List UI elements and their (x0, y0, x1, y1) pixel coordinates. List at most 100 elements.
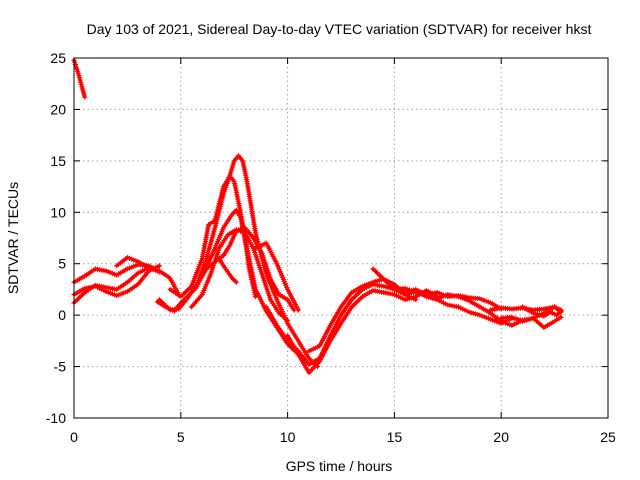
data-point-markers (338, 291, 353, 310)
data-point-markers (203, 227, 217, 262)
data-point (558, 314, 564, 320)
data-point-markers (455, 304, 470, 314)
data-point-markers (220, 263, 229, 273)
data-point (82, 94, 88, 100)
data-point (285, 317, 291, 323)
data-point (233, 279, 239, 285)
data-point-markers (82, 267, 97, 279)
data-point-markers (285, 286, 300, 311)
data-point-markers (259, 271, 273, 301)
data-point-markers (317, 340, 332, 364)
data-point-markers (92, 283, 107, 294)
data-point (558, 308, 564, 314)
data-point-markers (135, 270, 150, 287)
data-point-markers (552, 316, 562, 324)
data-point-markers (146, 265, 160, 274)
data-point-markers (423, 292, 438, 301)
data-point-markers (327, 306, 343, 328)
data-point-markers (188, 293, 204, 310)
data-point (156, 269, 163, 275)
data-point-markers (338, 306, 354, 326)
data-point-markers (541, 310, 551, 319)
data-point-markers (216, 234, 230, 251)
axis-ticks (73, 57, 609, 419)
data-point-markers (381, 276, 396, 291)
data-point-markers (455, 294, 470, 303)
data-point (252, 294, 259, 300)
series-sat-u (520, 304, 564, 319)
data-point-markers (79, 86, 87, 98)
data-point-markers (259, 250, 273, 280)
data-point-markers (477, 304, 492, 315)
data-point-markers (267, 297, 281, 314)
data-point-markers (306, 360, 321, 376)
data-point-markers (487, 310, 502, 323)
data-point-markers (184, 281, 200, 302)
data-point-markers (274, 322, 289, 342)
data-point-markers (216, 256, 226, 267)
data-point-markers (509, 314, 523, 324)
data-point-markers (263, 271, 279, 301)
data-point-markers (477, 312, 491, 321)
data-point-markers (212, 186, 226, 224)
data-point-markers (547, 309, 558, 317)
series-sat-j (195, 225, 297, 313)
data-point-markers (253, 241, 267, 251)
data-point-markers (242, 230, 255, 249)
series-sat-f (154, 207, 301, 357)
data-point (413, 297, 419, 303)
data-point-markers (75, 70, 85, 90)
series-sat-t (498, 314, 564, 331)
data-point-markers (114, 256, 129, 269)
y-tick-label: 0 (58, 307, 66, 323)
data-point-markers (206, 219, 216, 228)
data-series (71, 57, 564, 376)
data-point-markers (227, 173, 236, 183)
x-tick-label: 10 (280, 429, 296, 445)
x-tick-label: 5 (177, 429, 185, 445)
data-point-markers (306, 356, 321, 368)
y-tick-label: 25 (50, 50, 66, 66)
data-point-markers (263, 240, 279, 265)
data-point-markers (103, 268, 118, 277)
axis-tick-labels: 0 5 10 15 20 25 -10 -5 0 5 10 15 20 25 (46, 50, 616, 445)
data-point-markers (199, 273, 213, 298)
data-point-markers (276, 310, 289, 322)
data-point-markers (391, 283, 406, 295)
y-tick-label: -10 (46, 410, 66, 426)
data-point-markers (317, 324, 332, 349)
data-point-markers (114, 280, 129, 292)
data-point-markers (229, 275, 238, 284)
data-point-markers (338, 298, 354, 318)
data-point-markers (124, 271, 139, 285)
data-point-markers (231, 178, 243, 213)
data-point-markers (370, 266, 385, 281)
y-axis-label: SDTVAR / TECUs (5, 182, 21, 294)
x-tick-label: 20 (493, 429, 509, 445)
data-point-markers (114, 267, 129, 278)
data-point-markers (327, 322, 343, 344)
x-tick-label: 25 (600, 429, 616, 445)
data-point-markers (391, 292, 406, 302)
data-point-markers (267, 276, 281, 296)
data-point-markers (233, 225, 246, 234)
data-point-markers (520, 304, 535, 315)
y-tick-label: 5 (58, 256, 66, 272)
data-point-markers (229, 209, 238, 217)
data-point-markers (124, 282, 139, 295)
data-point-markers (188, 258, 204, 289)
data-point (156, 263, 163, 269)
series-sat-h (167, 173, 259, 300)
x-axis-label: GPS time / hours (286, 458, 393, 474)
data-point-markers (285, 297, 296, 311)
data-point-markers (541, 319, 556, 331)
data-point-markers (276, 292, 289, 302)
data-point-markers (263, 304, 279, 327)
data-point-markers (124, 254, 139, 264)
data-point-markers (220, 244, 232, 259)
data-point-markers (220, 213, 234, 231)
data-point-markers (212, 193, 226, 231)
y-tick-label: 20 (50, 101, 66, 117)
data-point-markers (242, 225, 255, 239)
